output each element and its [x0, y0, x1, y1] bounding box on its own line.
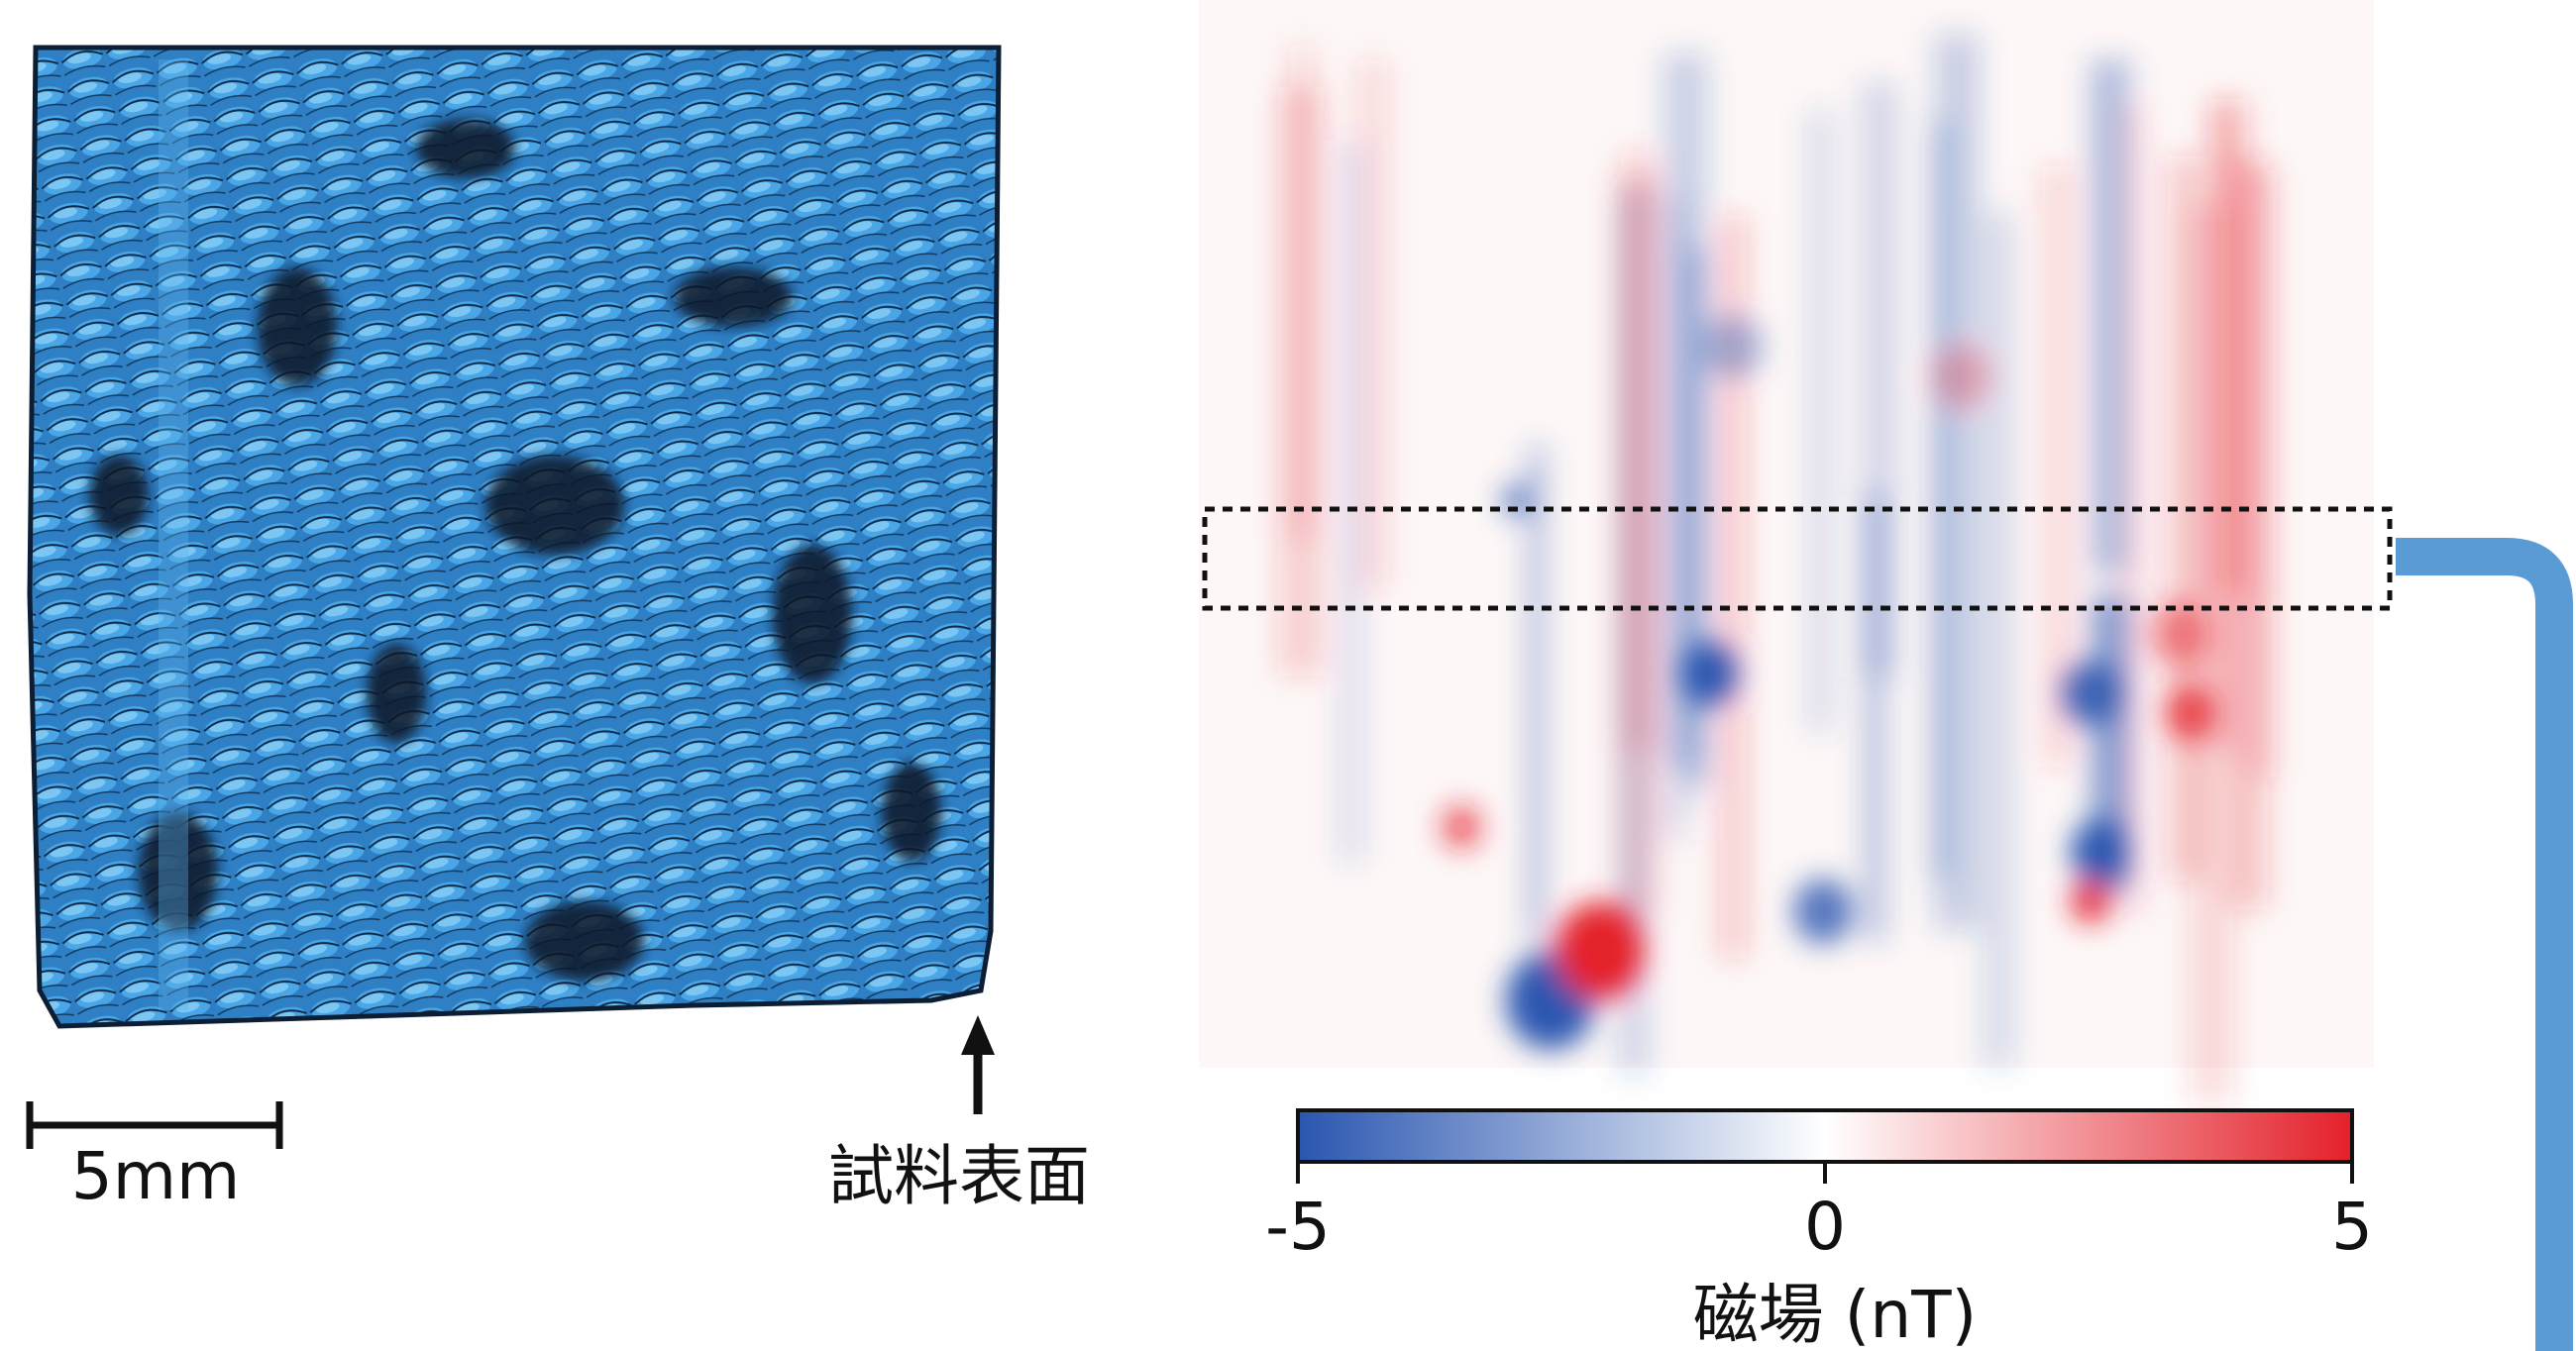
- field-streak: [1934, 34, 1980, 930]
- field-streak: [1983, 212, 2014, 1067]
- field-streak: [1526, 446, 1548, 941]
- scale-bar-label: 5mm: [71, 1138, 241, 1214]
- field-streak: [1684, 248, 1709, 792]
- field-streak: [1289, 45, 1314, 541]
- arrow-head: [961, 1015, 995, 1055]
- field-streak: [2246, 170, 2276, 778]
- field-streak: [2209, 99, 2249, 594]
- field-spot: [1704, 314, 1764, 379]
- figure: 5mm 試料表面 磁場 (nT) -5 0 5: [0, 0, 2576, 1351]
- field-spot: [2071, 880, 2110, 923]
- arrow-label: 試料表面: [828, 1138, 1090, 1214]
- page: 5mm 試料表面 磁場 (nT) -505 (() => { const dat…: [0, 0, 2576, 1351]
- colorbar-bar: [1298, 1110, 2352, 1162]
- field-spot: [2165, 686, 2214, 741]
- field-spot: [1932, 344, 1991, 409]
- field-streak: [1808, 110, 1831, 732]
- connector: [2396, 557, 2554, 1351]
- magnetic-map: [1199, 0, 2374, 1105]
- colorbar: [1298, 1110, 2352, 1184]
- field-spot: [1442, 805, 1481, 849]
- field-spot: [1793, 879, 1853, 944]
- field-spot: [1679, 641, 1739, 706]
- colorbar-tick-label: 5: [2331, 1189, 2373, 1265]
- field-spot: [1556, 902, 1645, 1000]
- colorbar-tick-label: -5: [1265, 1189, 1331, 1265]
- field-streak: [1863, 495, 1887, 941]
- field-streak: [2091, 59, 2130, 574]
- band: [159, 59, 188, 1010]
- colorbar-tick-label: 0: [1804, 1189, 1846, 1265]
- field-spot: [2071, 819, 2130, 884]
- field-spot: [2061, 661, 2120, 726]
- colorbar-label: 磁場 (nT): [1693, 1277, 1978, 1351]
- sample-micrograph: [30, 48, 999, 1026]
- field-spot: [2150, 601, 2209, 667]
